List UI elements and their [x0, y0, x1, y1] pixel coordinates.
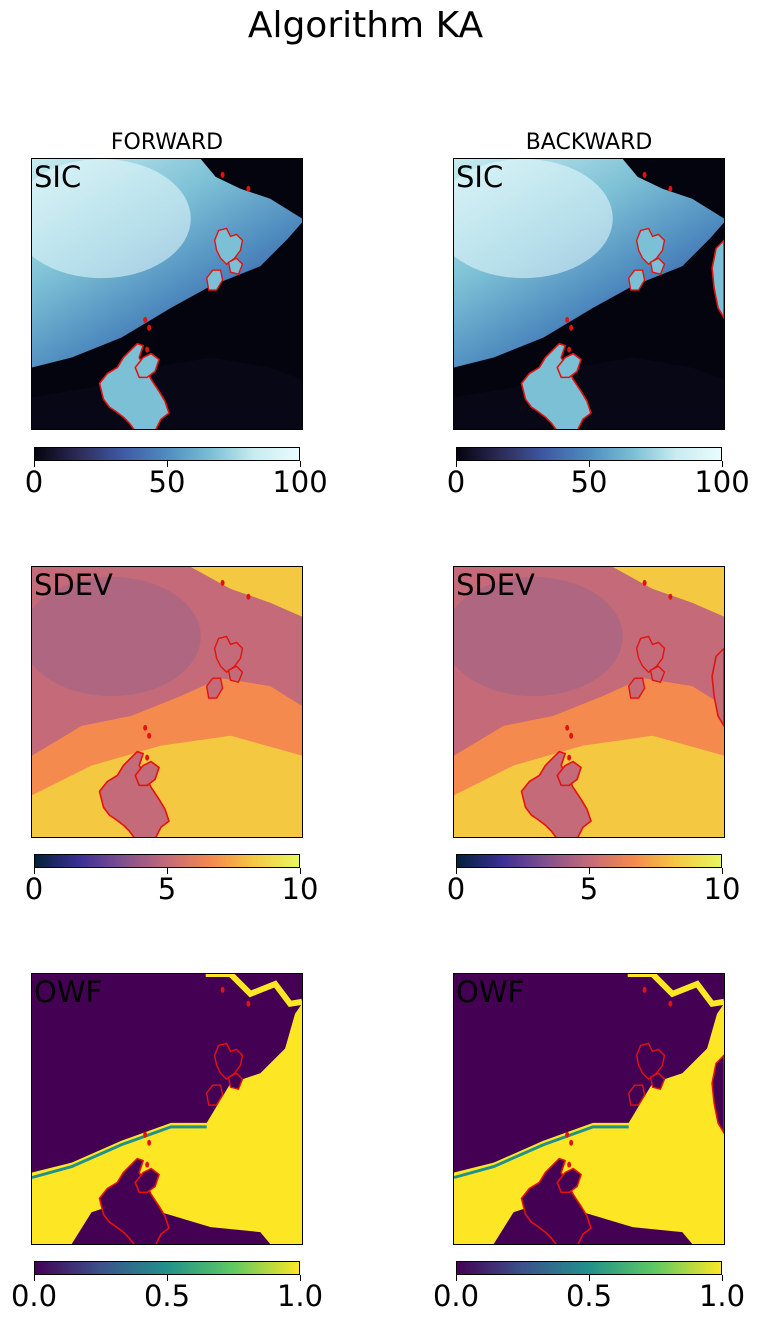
- heatmap-image: [32, 974, 302, 1244]
- heatmap-image: [32, 567, 302, 837]
- colorbar-tick: [589, 1275, 590, 1281]
- colorbar-owf: [34, 1261, 300, 1275]
- panel-label: OWF: [456, 975, 525, 1009]
- heatmap-image: [454, 567, 724, 837]
- colorbar-sic: [34, 447, 300, 461]
- colorbar-tick-label: 50: [148, 465, 186, 499]
- heatmap-image: [454, 974, 724, 1244]
- colorbar-tick: [34, 1275, 35, 1281]
- panel-label: SIC: [456, 160, 504, 194]
- panel-label: OWF: [34, 975, 103, 1009]
- column-title-backward: BACKWARD: [525, 130, 653, 155]
- heatmap-panel-owf-forward: OWF: [31, 973, 303, 1245]
- colorbar-tick: [722, 461, 723, 467]
- colorbar-tick: [34, 868, 35, 874]
- colorbar-tick: [167, 1275, 168, 1281]
- colorbar-tick: [589, 461, 590, 467]
- panel-label: SDEV: [456, 568, 535, 602]
- colorbar-tick: [589, 868, 590, 874]
- panel-label: SDEV: [34, 568, 113, 602]
- colorbar-owf: [456, 1261, 722, 1275]
- heatmap-panel-sic-forward: SIC: [31, 158, 303, 430]
- heatmap-image: [454, 159, 724, 429]
- heatmap-panel-sdev-backward: SDEV: [453, 566, 725, 838]
- heatmap-panel-sic-backward: SIC: [453, 158, 725, 430]
- colorbar-tick: [456, 868, 457, 874]
- colorbar-tick-label: 100: [694, 465, 750, 499]
- colorbar-tick-label: 0.0: [10, 1279, 58, 1313]
- colorbar-sic: [456, 447, 722, 461]
- colorbar-tick-label: 10: [281, 872, 319, 906]
- colorbar-tick-label: 0.5: [565, 1279, 613, 1313]
- colorbar-tick-label: 50: [570, 465, 608, 499]
- colorbar-sdev: [34, 854, 300, 868]
- colorbar-tick-label: 0: [24, 872, 44, 906]
- colorbar-tick-label: 0.0: [432, 1279, 480, 1313]
- colorbar-sdev: [456, 854, 722, 868]
- colorbar-tick-label: 0: [24, 465, 44, 499]
- colorbar-tick: [300, 461, 301, 467]
- colorbar-tick: [300, 1275, 301, 1281]
- colorbar-tick-label: 10: [703, 872, 741, 906]
- figure-title: Algorithm KA: [247, 5, 484, 46]
- colorbar-tick-label: 0.5: [143, 1279, 191, 1313]
- colorbar-tick: [34, 461, 35, 467]
- colorbar-tick-label: 0: [446, 465, 466, 499]
- colorbar-tick-label: 5: [579, 872, 599, 906]
- colorbar-tick: [167, 868, 168, 874]
- colorbar-tick-label: 100: [272, 465, 328, 499]
- colorbar-tick: [456, 1275, 457, 1281]
- heatmap-panel-sdev-forward: SDEV: [31, 566, 303, 838]
- column-title-forward: FORWARD: [110, 130, 224, 155]
- panel-label: SIC: [34, 160, 82, 194]
- colorbar-tick-label: 1.0: [276, 1279, 324, 1313]
- heatmap-image: [32, 159, 302, 429]
- colorbar-tick: [167, 461, 168, 467]
- heatmap-panel-owf-backward: OWF: [453, 973, 725, 1245]
- colorbar-tick-label: 0: [446, 872, 466, 906]
- colorbar-tick: [300, 868, 301, 874]
- colorbar-tick-label: 5: [157, 872, 177, 906]
- colorbar-tick-label: 1.0: [698, 1279, 746, 1313]
- colorbar-tick: [722, 1275, 723, 1281]
- colorbar-tick: [722, 868, 723, 874]
- colorbar-tick: [456, 461, 457, 467]
